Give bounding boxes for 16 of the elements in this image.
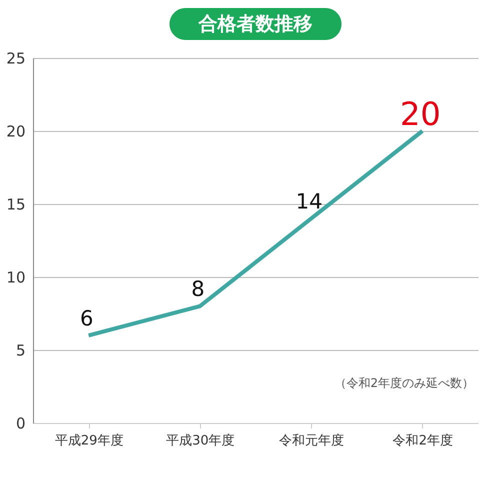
y-tick-label: 10 xyxy=(6,268,26,286)
x-tick-label: 平成30年度 xyxy=(166,432,235,448)
x-tick-label: 令和2年度 xyxy=(392,432,454,448)
data-label: 8 xyxy=(191,277,205,302)
data-label: 6 xyxy=(80,306,94,330)
y-tick-label: 25 xyxy=(6,50,26,68)
x-tick-label: 令和元年度 xyxy=(279,432,344,448)
y-tick-label: 15 xyxy=(6,196,26,214)
data-label: 20 xyxy=(400,95,441,133)
y-tick-label: 5 xyxy=(16,342,26,360)
y-tick-label: 0 xyxy=(16,414,26,432)
data-label: 14 xyxy=(296,190,322,214)
annotation: （令和2年度のみ延べ数） xyxy=(334,376,474,390)
chart-title: 合格者数推移 xyxy=(198,13,312,35)
x-tick-label: 平成29年度 xyxy=(54,432,124,448)
y-tick-label: 20 xyxy=(6,122,26,140)
